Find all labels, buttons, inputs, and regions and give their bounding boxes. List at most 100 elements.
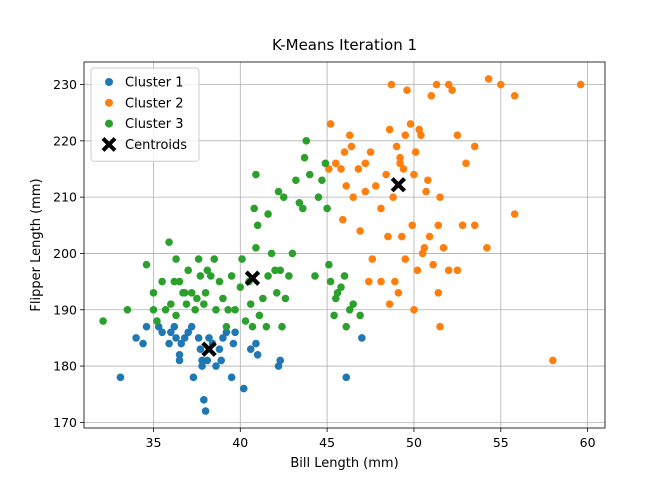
data-point bbox=[187, 322, 196, 331]
data-point bbox=[222, 328, 231, 337]
data-point bbox=[340, 272, 349, 280]
data-point bbox=[361, 159, 370, 168]
data-point bbox=[167, 328, 175, 337]
data-point bbox=[403, 86, 411, 94]
data-point bbox=[252, 170, 260, 179]
data-point bbox=[172, 311, 180, 320]
data-point bbox=[429, 260, 437, 269]
data-point bbox=[434, 221, 443, 230]
data-point bbox=[484, 75, 493, 83]
series-3 bbox=[201, 177, 407, 357]
data-point bbox=[194, 334, 203, 342]
data-point bbox=[326, 120, 335, 128]
data-point bbox=[267, 249, 276, 258]
legend-marker bbox=[105, 98, 113, 107]
data-points bbox=[99, 75, 585, 415]
data-point bbox=[161, 305, 170, 314]
data-point bbox=[139, 339, 147, 348]
data-point bbox=[165, 238, 173, 246]
data-point bbox=[193, 294, 201, 303]
data-point bbox=[356, 227, 364, 235]
y-tick-label: 230 bbox=[53, 77, 77, 92]
data-point bbox=[311, 272, 319, 280]
data-point bbox=[436, 322, 444, 331]
data-point bbox=[415, 125, 423, 134]
data-point bbox=[219, 294, 227, 303]
data-point bbox=[342, 182, 351, 190]
legend-marker bbox=[101, 136, 117, 152]
data-point bbox=[510, 210, 519, 218]
data-point bbox=[470, 142, 479, 151]
y-tick-label: 210 bbox=[53, 190, 77, 205]
data-point bbox=[358, 334, 366, 342]
data-point bbox=[285, 272, 293, 280]
data-point bbox=[116, 373, 125, 382]
data-point bbox=[356, 311, 364, 320]
data-point bbox=[349, 193, 357, 201]
data-point bbox=[238, 255, 246, 263]
data-point bbox=[203, 356, 212, 365]
data-point bbox=[432, 80, 441, 89]
centroid-marker bbox=[390, 177, 407, 193]
data-point bbox=[365, 277, 373, 286]
data-point bbox=[253, 221, 262, 230]
data-point bbox=[345, 305, 354, 314]
data-point bbox=[227, 272, 236, 280]
data-point bbox=[576, 80, 585, 89]
data-point bbox=[239, 384, 248, 393]
legend-label: Centroids bbox=[125, 138, 187, 153]
data-point bbox=[439, 244, 448, 252]
data-point bbox=[410, 305, 418, 314]
data-point bbox=[333, 289, 342, 297]
data-point bbox=[394, 289, 403, 297]
data-point bbox=[219, 334, 227, 342]
data-point bbox=[444, 266, 453, 275]
data-point bbox=[325, 165, 333, 173]
data-point bbox=[175, 277, 184, 286]
data-point bbox=[196, 345, 205, 353]
data-point bbox=[354, 165, 363, 173]
data-point bbox=[212, 362, 220, 370]
data-point bbox=[224, 305, 232, 314]
data-point bbox=[385, 125, 394, 134]
data-point bbox=[453, 266, 462, 275]
data-point bbox=[413, 266, 422, 275]
data-point bbox=[425, 232, 434, 241]
data-point bbox=[259, 294, 267, 303]
legend-label: Cluster 1 bbox=[125, 76, 184, 91]
data-point bbox=[292, 176, 300, 185]
data-point bbox=[321, 159, 330, 168]
data-point bbox=[167, 300, 175, 308]
data-point bbox=[387, 80, 396, 89]
data-point bbox=[198, 356, 206, 365]
data-point bbox=[398, 232, 406, 241]
x-tick-label: 35 bbox=[146, 435, 162, 450]
data-point bbox=[371, 182, 380, 190]
data-point bbox=[142, 322, 151, 331]
x-tick-label: 40 bbox=[232, 435, 248, 450]
data-point bbox=[222, 322, 231, 331]
data-point bbox=[149, 289, 158, 297]
data-point bbox=[342, 373, 351, 382]
centroid-stroke bbox=[244, 270, 261, 286]
data-point bbox=[250, 204, 258, 213]
data-point bbox=[198, 362, 206, 370]
data-point bbox=[391, 277, 399, 286]
series-1 bbox=[325, 75, 585, 365]
data-point bbox=[276, 356, 285, 365]
data-point bbox=[189, 373, 198, 382]
data-point bbox=[406, 120, 415, 128]
data-point bbox=[349, 300, 357, 308]
data-point bbox=[368, 255, 377, 263]
data-point bbox=[123, 305, 132, 314]
data-point bbox=[201, 289, 210, 297]
data-point bbox=[170, 277, 179, 286]
data-point bbox=[191, 305, 199, 314]
data-point bbox=[338, 215, 347, 224]
data-point bbox=[462, 159, 470, 168]
data-point bbox=[229, 339, 238, 348]
data-point bbox=[385, 300, 394, 308]
data-point bbox=[453, 131, 462, 139]
data-point bbox=[182, 300, 191, 308]
